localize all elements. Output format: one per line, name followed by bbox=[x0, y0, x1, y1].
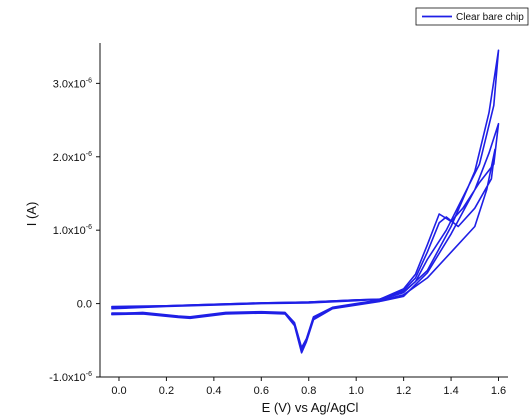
series-line-cycle-3 bbox=[111, 49, 500, 349]
x-tick-label: 0.2 bbox=[159, 385, 174, 397]
y-tick-label: 0.0 bbox=[77, 299, 92, 311]
x-tick-label: 0.8 bbox=[301, 385, 316, 397]
y-axis-title: I (A) bbox=[24, 202, 39, 227]
legend-box bbox=[415, 7, 529, 26]
x-tick-label: 0.4 bbox=[206, 385, 221, 397]
tick-marks: 0.0 0.2 0.4 0.6 0.8 1.0 1.2 1.4 1.6 -1.0x10-6 0.0 1… bbox=[49, 77, 506, 397]
y-tick-label: -1.0x10-6 bbox=[49, 371, 92, 384]
legend-label: Clear bare chip bbox=[456, 12, 524, 23]
y-tick-label: 1.0x10-6 bbox=[53, 224, 92, 237]
series-line-cycle-1 bbox=[111, 148, 496, 351]
x-tick-label: 1.2 bbox=[396, 385, 411, 397]
x-tick-label: 0.6 bbox=[254, 385, 269, 397]
y-tick-label: 3.0x10-6 bbox=[53, 77, 92, 90]
legend: Clear bare chip bbox=[415, 7, 529, 26]
series-layer bbox=[111, 49, 500, 354]
axes bbox=[99, 43, 508, 378]
x-tick-label: 1.4 bbox=[443, 385, 458, 397]
y-tick-label: 2.0x10-6 bbox=[53, 151, 92, 164]
x-tick-label: 1.0 bbox=[349, 385, 364, 397]
x-tick-label: 0.0 bbox=[111, 385, 126, 397]
x-axis-title: E (V) vs Ag/AgCl bbox=[262, 400, 359, 415]
x-tick-label: 1.6 bbox=[491, 385, 506, 397]
